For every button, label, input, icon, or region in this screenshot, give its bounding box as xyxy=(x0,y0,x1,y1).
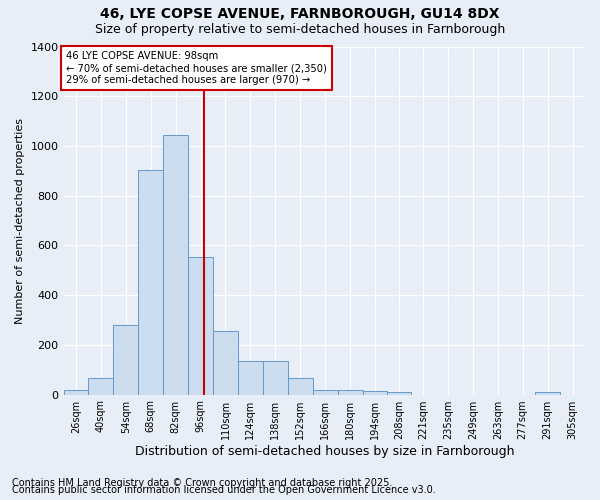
Bar xyxy=(138,170,163,394)
Bar xyxy=(213,331,238,394)
Bar xyxy=(263,361,288,394)
Bar xyxy=(362,391,388,394)
Text: Contains HM Land Registry data © Crown copyright and database right 2025.: Contains HM Land Registry data © Crown c… xyxy=(12,478,392,488)
Bar xyxy=(388,392,410,394)
Bar xyxy=(64,390,88,394)
Text: Contains public sector information licensed under the Open Government Licence v3: Contains public sector information licen… xyxy=(12,485,436,495)
Y-axis label: Number of semi-detached properties: Number of semi-detached properties xyxy=(15,118,25,324)
X-axis label: Distribution of semi-detached houses by size in Farnborough: Distribution of semi-detached houses by … xyxy=(134,444,514,458)
Bar xyxy=(238,361,263,394)
Bar xyxy=(188,256,213,394)
Text: Size of property relative to semi-detached houses in Farnborough: Size of property relative to semi-detach… xyxy=(95,22,505,36)
Bar xyxy=(313,390,338,394)
Bar xyxy=(88,378,113,394)
Bar xyxy=(163,135,188,394)
Bar xyxy=(288,378,313,394)
Bar xyxy=(535,392,560,394)
Bar xyxy=(113,325,138,394)
Text: 46 LYE COPSE AVENUE: 98sqm
← 70% of semi-detached houses are smaller (2,350)
29%: 46 LYE COPSE AVENUE: 98sqm ← 70% of semi… xyxy=(66,52,327,84)
Text: 46, LYE COPSE AVENUE, FARNBOROUGH, GU14 8DX: 46, LYE COPSE AVENUE, FARNBOROUGH, GU14 … xyxy=(100,8,500,22)
Bar xyxy=(338,390,362,394)
